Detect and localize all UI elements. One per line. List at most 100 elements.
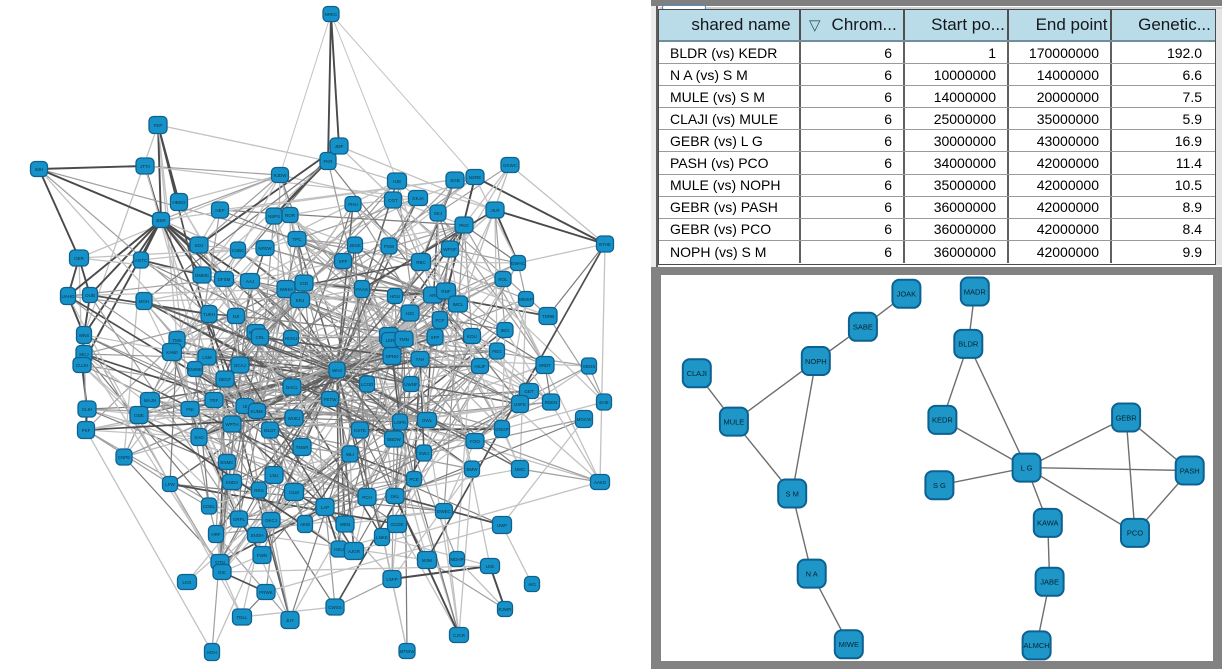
svg-text:OWL: OWL bbox=[422, 418, 433, 423]
svg-text:SAO: SAO bbox=[194, 435, 204, 440]
svg-text:IMCL: IMCL bbox=[453, 302, 464, 307]
svg-text:KUMK: KUMK bbox=[250, 409, 263, 414]
svg-text:FOO: FOO bbox=[470, 439, 480, 444]
svg-text:IGD: IGD bbox=[300, 281, 309, 286]
svg-text:RBC: RBC bbox=[416, 260, 426, 265]
svg-text:LFW: LFW bbox=[165, 482, 175, 487]
svg-text:WUEJ: WUEJ bbox=[288, 416, 301, 421]
svg-text:PSW: PSW bbox=[384, 244, 395, 249]
svg-text:LER: LER bbox=[386, 338, 396, 343]
svg-text:NSPS: NSPS bbox=[268, 214, 280, 219]
svg-text:HBDO: HBDO bbox=[172, 200, 186, 205]
svg-text:CDEL: CDEL bbox=[203, 504, 216, 509]
svg-text:GEBR: GEBR bbox=[1115, 413, 1137, 422]
svg-text:EMWE: EMWE bbox=[188, 367, 202, 372]
svg-text:OKCJ: OKCJ bbox=[265, 518, 277, 523]
svg-text:NSRE: NSRE bbox=[469, 175, 482, 180]
svg-text:HSJF: HSJF bbox=[474, 364, 486, 369]
svg-text:WLI: WLI bbox=[346, 452, 354, 457]
svg-text:UWF: UWF bbox=[497, 523, 507, 528]
svg-text:S G: S G bbox=[933, 481, 946, 490]
svg-text:PRWK: PRWK bbox=[259, 590, 272, 595]
svg-text:NWC: NWC bbox=[515, 467, 526, 472]
svg-text:HJE: HJE bbox=[393, 179, 402, 184]
svg-text:TDRB: TDRB bbox=[542, 314, 554, 319]
svg-text:PKF: PKF bbox=[82, 428, 91, 433]
svg-text:IJI: IJI bbox=[243, 404, 248, 409]
svg-text:DKL: DKL bbox=[391, 494, 400, 499]
svg-text:BLDR: BLDR bbox=[958, 340, 979, 349]
svg-text:SOJ: SOJ bbox=[195, 243, 204, 248]
svg-text:MOH: MOH bbox=[139, 299, 150, 304]
svg-text:PKG: PKG bbox=[459, 223, 469, 228]
svg-text:LKG: LKG bbox=[182, 580, 192, 585]
svg-text:IBCI: IBCI bbox=[501, 328, 510, 333]
svg-text:KOU: KOU bbox=[467, 334, 477, 339]
svg-text:MTWW: MTWW bbox=[400, 649, 416, 654]
svg-text:NPNO: NPNO bbox=[385, 354, 399, 359]
svg-text:GCDE: GCDE bbox=[390, 522, 403, 527]
svg-text:AAJ: AAJ bbox=[246, 279, 254, 284]
svg-text:CUJH: CUJH bbox=[76, 363, 88, 368]
svg-text:TRF: TRF bbox=[210, 398, 219, 403]
svg-text:OER: OER bbox=[74, 256, 85, 261]
svg-text:TDLL: TDLL bbox=[236, 615, 248, 620]
svg-text:SPF: SPF bbox=[339, 259, 348, 264]
svg-text:MIWE: MIWE bbox=[839, 640, 859, 649]
svg-text:HRF: HRF bbox=[211, 532, 220, 537]
svg-text:SRDT: SRDT bbox=[539, 363, 552, 368]
svg-text:MMSP: MMSP bbox=[519, 297, 533, 302]
svg-text:WPOF: WPOF bbox=[443, 247, 457, 252]
svg-text:RJWR: RJWR bbox=[499, 607, 513, 612]
svg-text:CWSS: CWSS bbox=[328, 605, 342, 610]
svg-text:JABE: JABE bbox=[1040, 578, 1059, 587]
svg-text:JOAK: JOAK bbox=[897, 290, 917, 299]
svg-text:LOPK: LOPK bbox=[394, 420, 406, 425]
svg-text:FEP: FEP bbox=[154, 123, 163, 128]
svg-text:RJDW: RJDW bbox=[274, 173, 288, 178]
svg-text:PETW: PETW bbox=[324, 397, 338, 402]
svg-text:PCE: PCE bbox=[409, 477, 418, 482]
svg-text:BMW: BMW bbox=[467, 467, 479, 472]
svg-text:JUT: JUT bbox=[286, 618, 294, 623]
svg-text:GNGP: GNGP bbox=[495, 427, 508, 432]
svg-text:UWNF: UWNF bbox=[404, 382, 418, 387]
svg-text:WNS: WNS bbox=[79, 333, 90, 338]
svg-text:LSM: LSM bbox=[202, 355, 212, 360]
svg-text:CNPE: CNPE bbox=[118, 455, 131, 460]
svg-text:MDHP: MDHP bbox=[450, 557, 463, 562]
svg-text:PASH: PASH bbox=[1180, 466, 1200, 475]
svg-text:KDH: KDH bbox=[207, 650, 217, 655]
svg-text:SGB: SGB bbox=[450, 178, 460, 183]
svg-text:MAJN: MAJN bbox=[144, 398, 156, 403]
svg-text:EHE: EHE bbox=[599, 400, 608, 405]
svg-text:PEG: PEG bbox=[492, 349, 502, 354]
svg-text:GKWC: GKWC bbox=[503, 163, 518, 168]
svg-text:RNF: RNF bbox=[441, 289, 450, 294]
svg-text:RDEN: RDEN bbox=[545, 400, 558, 405]
svg-text:NRKC: NRKC bbox=[325, 12, 339, 17]
svg-text:GRPL: GRPL bbox=[233, 517, 246, 522]
svg-text:LCOD: LCOD bbox=[361, 382, 374, 387]
svg-text:SBOS: SBOS bbox=[583, 364, 596, 369]
svg-text:AJGR: AJGR bbox=[348, 549, 361, 554]
svg-text:GKJA: GKJA bbox=[412, 196, 424, 201]
svg-text:SNOH: SNOH bbox=[250, 533, 263, 538]
svg-text:SMHH: SMHH bbox=[279, 287, 292, 292]
svg-text:JILR: JILR bbox=[490, 208, 500, 213]
svg-text:OMMC: OMMC bbox=[195, 273, 210, 278]
svg-text:SKJ: SKJ bbox=[434, 211, 442, 216]
svg-text:ROR: ROR bbox=[285, 213, 296, 218]
svg-text:RRS: RRS bbox=[254, 488, 264, 493]
svg-text:EWEC: EWEC bbox=[437, 509, 451, 514]
svg-text:NFEW: NFEW bbox=[258, 246, 272, 251]
svg-text:ODE: ODE bbox=[134, 413, 144, 418]
svg-text:CSBC: CSBC bbox=[232, 248, 245, 253]
svg-text:DCAJ: DCAJ bbox=[234, 363, 246, 368]
svg-text:BTHE: BTHE bbox=[599, 242, 611, 247]
svg-text:JTTA: JTTA bbox=[140, 164, 150, 169]
svg-text:GBT: GBT bbox=[524, 389, 534, 394]
svg-text:L G: L G bbox=[1021, 463, 1033, 472]
svg-text:TAH: TAH bbox=[416, 357, 425, 362]
svg-text:LSU: LSU bbox=[270, 473, 279, 478]
